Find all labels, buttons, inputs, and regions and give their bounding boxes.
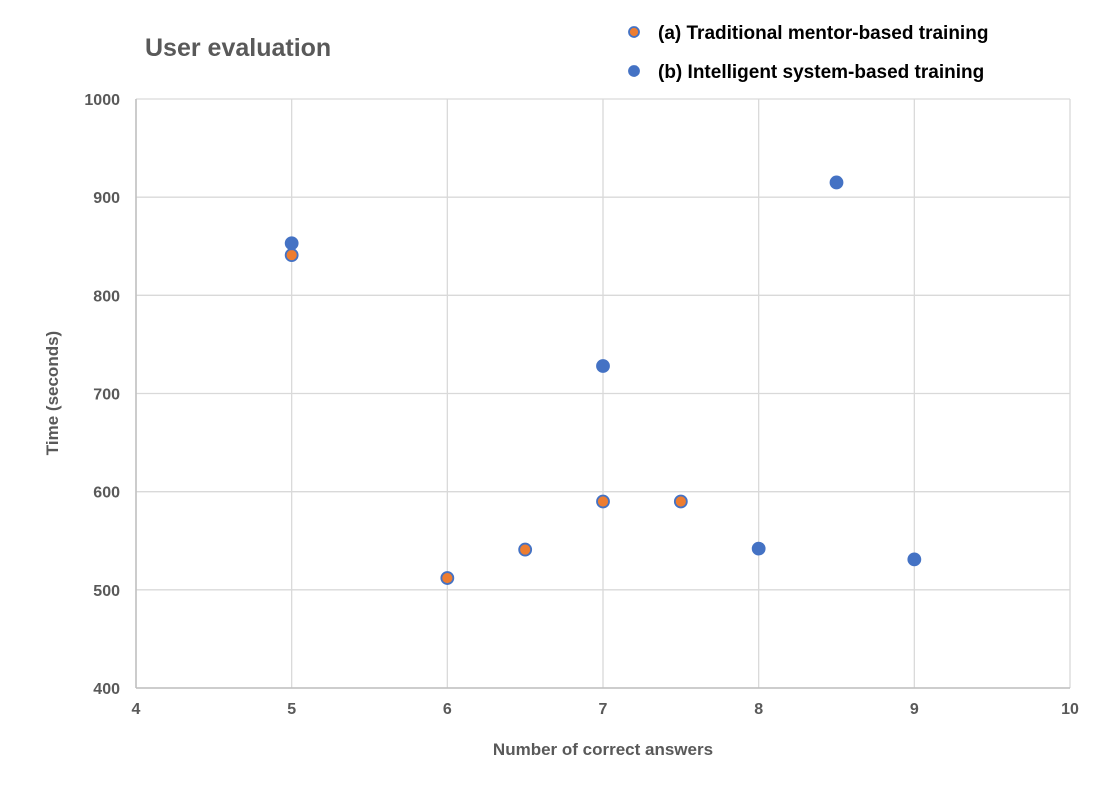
x-tick-label: 8: [754, 701, 763, 718]
grid: [135, 98, 1071, 689]
data-point-series-1: [596, 494, 610, 509]
y-axis-title: Time (seconds): [43, 331, 62, 455]
data-point-series-2: [284, 236, 299, 251]
data-point-series-1: [440, 571, 455, 585]
data-points: [284, 175, 922, 585]
legend-label-series-1: (a) Traditional mentor-based training: [658, 23, 988, 44]
y-tick-label: 800: [93, 288, 120, 305]
y-tick-label: 500: [93, 583, 120, 600]
data-point-series-2: [907, 552, 922, 567]
data-point-series-1: [673, 494, 688, 509]
data-point-series-1: [518, 542, 533, 557]
y-tick-label: 700: [93, 387, 120, 404]
data-point-series-2: [596, 359, 610, 373]
legend-marker-series-2: [628, 65, 640, 77]
x-tick-label: 4: [132, 701, 141, 718]
x-tick-label: 7: [599, 701, 608, 718]
chart-title: User evaluation: [145, 34, 331, 62]
y-tick-label: 1000: [84, 92, 120, 109]
legend-marker-series-1: [628, 26, 640, 38]
x-tick-label: 9: [910, 701, 919, 718]
x-axis-title: Number of correct answers: [493, 740, 713, 759]
axes: 4 5 6 7 8 9 10 400 500 600 700 800 900 1000: [84, 92, 1079, 718]
x-tick-label: 5: [287, 701, 296, 718]
y-tick-label: 400: [93, 681, 120, 698]
data-point-series-1: [284, 248, 299, 262]
y-tick-label: 600: [93, 485, 120, 502]
x-tick-label: 6: [443, 701, 452, 718]
y-tick-label: 900: [93, 190, 120, 207]
data-point-series-2: [751, 541, 766, 556]
data-point-series-2: [829, 175, 844, 190]
legend: (a) Traditional mentor-based training (b)…: [628, 23, 988, 83]
x-tick-label: 10: [1061, 701, 1079, 718]
legend-label-series-2: (b) Intelligent system-based training: [658, 62, 984, 83]
